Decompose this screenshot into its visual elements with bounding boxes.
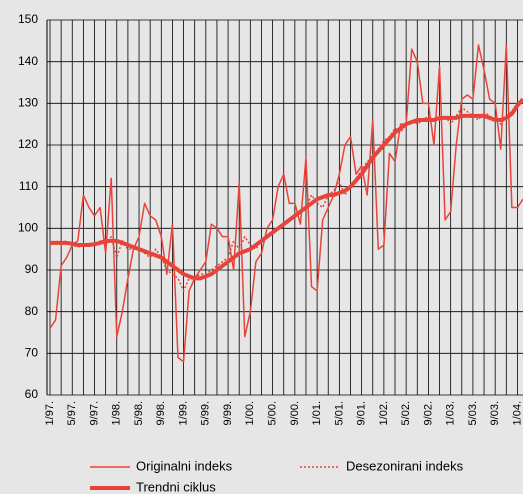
x-tick-label: 5/00. xyxy=(266,401,278,425)
y-tick-label: 60 xyxy=(25,387,39,401)
x-tick-label: 1/03. xyxy=(445,401,457,425)
legend-label: Desezonirani indeks xyxy=(346,458,464,473)
x-tick-label: 1/00. xyxy=(244,401,256,425)
y-tick-label: 80 xyxy=(25,304,39,318)
x-tick-label: 1/98. xyxy=(111,401,123,425)
y-tick-label: 100 xyxy=(18,221,38,235)
x-tick-label: 1/01. xyxy=(311,401,323,425)
legend-label: Originalni indeks xyxy=(136,458,233,473)
x-tick-label: 1/97. xyxy=(44,401,56,425)
x-tick-label: 9/97. xyxy=(88,401,100,425)
x-tick-label: 5/97. xyxy=(66,401,78,425)
x-tick-label: 9/01. xyxy=(356,401,368,425)
x-tick-label: 5/98. xyxy=(133,401,145,425)
x-tick-label: 9/03. xyxy=(489,401,501,425)
x-tick-label: 5/03. xyxy=(467,401,479,425)
line-series xyxy=(49,44,523,363)
y-tick-label: 70 xyxy=(25,346,39,360)
x-tick-label: 5/02. xyxy=(400,401,412,425)
x-tick-label: 1/04. xyxy=(511,401,523,425)
x-tick-label: 9/99. xyxy=(222,401,234,425)
y-tick-label: 120 xyxy=(18,137,38,151)
y-tick-label: 130 xyxy=(18,96,38,110)
legend-label: Trendni ciklus xyxy=(136,479,216,494)
x-tick-label: 5/99. xyxy=(200,401,212,425)
line-series xyxy=(50,97,523,281)
y-tick-label: 90 xyxy=(25,262,39,276)
x-tick-label: 9/02. xyxy=(422,401,434,425)
y-tick-label: 150 xyxy=(18,12,38,26)
x-tick-label: 9/00. xyxy=(289,401,301,425)
x-tick-label: 5/01. xyxy=(333,401,345,425)
y-tick-label: 140 xyxy=(18,54,38,68)
x-tick-label: 9/98. xyxy=(155,401,167,425)
x-tick-label: 1/99. xyxy=(177,401,189,425)
y-tick-label: 110 xyxy=(19,179,38,193)
x-tick-label: 1/02. xyxy=(378,401,390,425)
